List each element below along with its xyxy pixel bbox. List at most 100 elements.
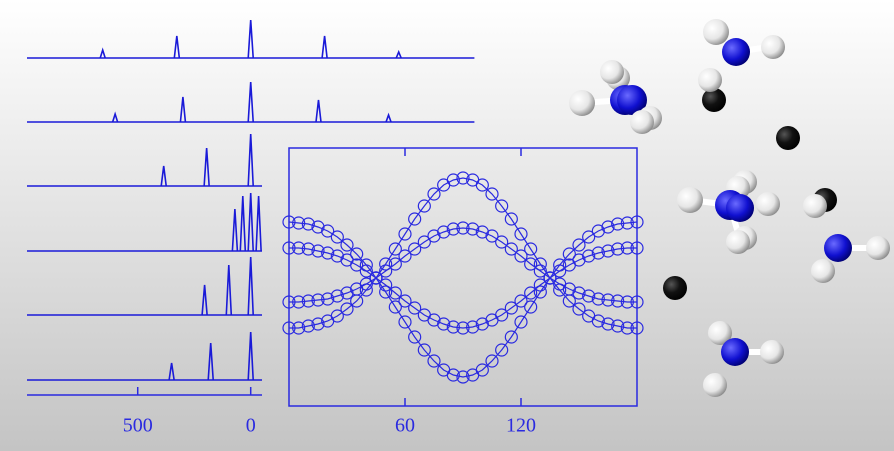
data-point (292, 241, 306, 255)
data-point (495, 235, 509, 249)
data-point (524, 286, 538, 300)
peak (247, 192, 255, 252)
data-point (485, 354, 499, 368)
peak (247, 331, 255, 381)
atom (663, 276, 687, 300)
peak (99, 47, 106, 59)
data-point (630, 215, 644, 229)
data-point (543, 271, 557, 285)
x-tick-label: 60 (395, 415, 415, 437)
molecule (703, 321, 784, 397)
data-point (466, 320, 480, 334)
peak (247, 256, 255, 316)
data-point (553, 264, 567, 278)
data-point (437, 225, 451, 239)
data-point (582, 230, 596, 244)
data-point (398, 227, 412, 241)
peak (321, 35, 328, 59)
data-point (553, 283, 567, 297)
data-point (330, 309, 344, 323)
peak (255, 195, 262, 252)
data-point (417, 199, 431, 213)
data-point (591, 246, 605, 260)
peak (225, 264, 233, 316)
data-point (350, 294, 364, 308)
data-point (630, 321, 644, 335)
peak (160, 165, 168, 187)
data-point (514, 249, 528, 263)
data-point (466, 222, 480, 236)
data-point (495, 308, 509, 322)
series-line (289, 247, 637, 329)
data-point (359, 283, 373, 297)
data-point (398, 315, 412, 329)
data-point (533, 285, 547, 299)
data-point (398, 249, 412, 263)
data-point (524, 300, 538, 314)
data-point (369, 271, 383, 285)
data-point (321, 246, 335, 260)
peak (173, 35, 181, 59)
molecule (803, 188, 890, 283)
peak (247, 81, 255, 123)
data-point (292, 295, 306, 309)
data-point (301, 319, 315, 333)
peak (385, 112, 392, 123)
data-point (562, 247, 576, 261)
data-point (582, 289, 596, 303)
data-point (388, 300, 402, 314)
data-point (388, 257, 402, 271)
atom (776, 126, 800, 150)
data-point (446, 320, 460, 334)
data-point (504, 212, 518, 226)
data-point (417, 343, 431, 357)
data-point (456, 221, 470, 235)
peak (395, 49, 402, 59)
peak (239, 195, 247, 252)
molecule (698, 19, 785, 112)
data-point (456, 370, 470, 384)
data-point (611, 319, 625, 333)
peak (168, 362, 175, 381)
data-point (630, 295, 644, 309)
data-point (514, 227, 528, 241)
data-point (485, 229, 499, 243)
data-point (282, 241, 296, 255)
data-point (292, 321, 306, 335)
data-point (311, 244, 325, 258)
data-point (301, 242, 315, 256)
data-point (408, 330, 422, 344)
data-point (446, 368, 460, 382)
series-line (289, 227, 637, 303)
data-point (601, 244, 615, 258)
data-point (446, 173, 460, 187)
data-point (350, 247, 364, 261)
x-tick-label: 120 (506, 415, 536, 437)
data-point (485, 187, 499, 201)
data-point (611, 217, 625, 231)
data-point (630, 241, 644, 255)
molecule (677, 170, 780, 254)
data-point (572, 302, 586, 316)
plot-frame (288, 147, 638, 407)
data-point (311, 317, 325, 331)
data-point (533, 257, 547, 271)
data-point (408, 212, 422, 226)
data-point (582, 249, 596, 263)
data-point (301, 294, 315, 308)
data-point (408, 242, 422, 256)
data-point (292, 216, 306, 230)
peak (201, 284, 208, 316)
data-point (408, 301, 422, 315)
peak (247, 19, 255, 59)
data-point (456, 321, 470, 335)
data-point (417, 235, 431, 249)
data-point (620, 216, 634, 230)
data-point (475, 178, 489, 192)
data-point (504, 242, 518, 256)
data-point (427, 187, 441, 201)
data-point (282, 321, 296, 335)
data-point (504, 301, 518, 315)
data-point (572, 238, 586, 252)
